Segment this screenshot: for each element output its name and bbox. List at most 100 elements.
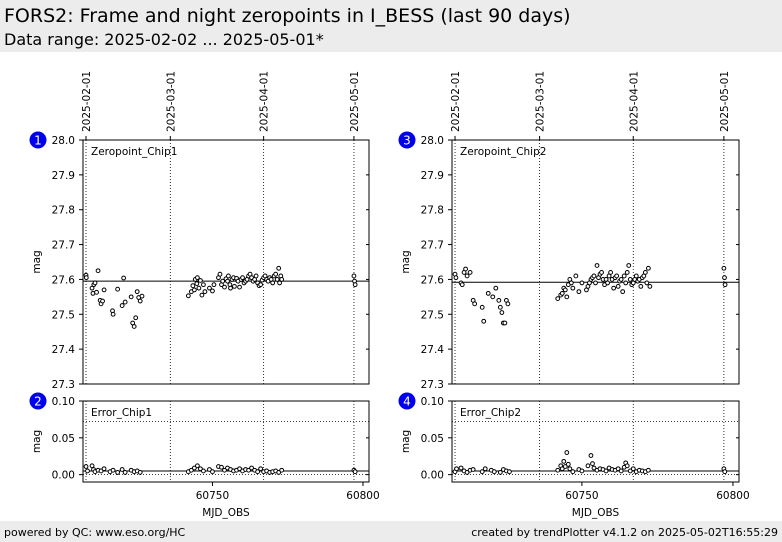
data-point [638, 284, 644, 289]
data-point [185, 293, 191, 299]
data-point [210, 469, 215, 475]
data-point [721, 265, 727, 271]
x-tick-label: 60750 [196, 490, 229, 502]
data-point [195, 463, 200, 469]
data-point [490, 294, 496, 300]
y-tick-label: 27.3 [52, 379, 75, 391]
data-point [627, 468, 633, 474]
data-point [134, 289, 140, 295]
data-point [472, 301, 478, 307]
data-point [100, 298, 105, 304]
panel-number-text: 4 [403, 395, 411, 409]
panel-number-text: 2 [34, 395, 42, 409]
y-tick-label: 28.0 [52, 135, 75, 147]
data-point [270, 280, 276, 286]
data-point [567, 466, 573, 472]
data-point [623, 280, 629, 286]
data-point [590, 461, 595, 466]
data-point [258, 282, 264, 288]
data-point [139, 293, 145, 299]
data-point [594, 263, 600, 268]
data-point [232, 284, 237, 289]
date-tick-label: 2025-04-01 [628, 71, 640, 132]
date-tick-label: 2025-02-01 [450, 71, 462, 132]
data-point [565, 461, 571, 467]
data-point [94, 289, 99, 295]
data-point [603, 468, 609, 474]
y-tick-label: 27.9 [421, 170, 444, 182]
data-point [115, 286, 121, 292]
y-tick-label: 27.6 [421, 274, 445, 286]
data-point [258, 466, 264, 472]
x-axis-label: MJD_OBS [202, 507, 250, 519]
data-point [568, 280, 574, 286]
data-point [497, 470, 503, 475]
data-point [605, 280, 610, 286]
data-point [645, 467, 651, 473]
panel-frame-1 [82, 400, 370, 483]
data-point [351, 273, 357, 279]
data-point [122, 470, 128, 475]
data-point [458, 465, 464, 471]
data-point [137, 470, 143, 475]
data-point [627, 277, 633, 282]
panel-label: Error_Chip1 [91, 407, 152, 419]
data-point [496, 297, 502, 303]
data-point [85, 468, 90, 474]
y-tick-label: 27.5 [421, 309, 444, 321]
data-point [119, 303, 125, 308]
data-point [98, 468, 104, 474]
data-point [559, 290, 565, 296]
data-point [626, 263, 632, 268]
data-point [219, 464, 224, 470]
data-point [276, 265, 282, 271]
page-title: FORS2: Frame and night zeropoints in I_B… [4, 5, 571, 27]
data-point [191, 465, 197, 471]
data-point [564, 450, 570, 455]
x-tick-label: 60800 [346, 490, 379, 502]
panel-number-text: 1 [34, 134, 42, 148]
data-point [196, 285, 202, 291]
data-point [593, 280, 598, 286]
data-point [121, 275, 127, 281]
data-point [633, 273, 639, 279]
data-point [83, 275, 89, 281]
data-point [133, 315, 139, 321]
data-point [222, 284, 227, 290]
data-point [618, 277, 624, 282]
data-point [507, 469, 512, 475]
data-point [92, 280, 98, 286]
data-point [190, 283, 196, 289]
footer-created-by: created by trendPlotter v4.1.2 on 2025-0… [471, 526, 778, 539]
data-point [137, 298, 143, 304]
data-point [645, 265, 651, 271]
data-point [502, 320, 508, 326]
data-point [211, 282, 217, 288]
data-point [110, 467, 116, 473]
data-point [722, 275, 727, 281]
y-tick-label: 0.10 [52, 396, 75, 408]
footer-powered-by: powered by QC: www.eso.org/HC [4, 526, 186, 539]
data-point [491, 469, 497, 475]
date-tick-label: 2025-03-01 [535, 71, 547, 132]
x-tick-label: 60750 [565, 490, 598, 502]
data-point [624, 270, 630, 275]
data-point [194, 281, 200, 287]
y-tick-label: 27.4 [421, 344, 445, 356]
data-point [128, 294, 134, 300]
data-point [207, 285, 212, 291]
data-point [198, 278, 203, 283]
y-tick-label: 0.00 [52, 470, 75, 482]
data-point [352, 282, 358, 288]
y-axis-label: mag [31, 250, 43, 273]
data-point [722, 282, 728, 288]
y-tick-label: 27.8 [421, 205, 444, 217]
y-tick-label: 0.05 [421, 433, 444, 445]
data-point [570, 469, 576, 475]
data-point [453, 275, 459, 281]
date-tick-label: 2025-04-01 [259, 71, 271, 132]
y-tick-label: 27.7 [52, 240, 75, 252]
data-point [630, 466, 636, 472]
data-point [122, 299, 128, 305]
